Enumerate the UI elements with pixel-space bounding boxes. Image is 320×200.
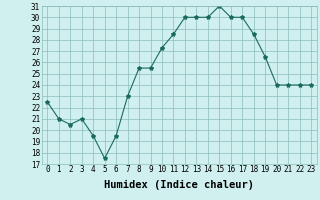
X-axis label: Humidex (Indice chaleur): Humidex (Indice chaleur) (104, 180, 254, 190)
